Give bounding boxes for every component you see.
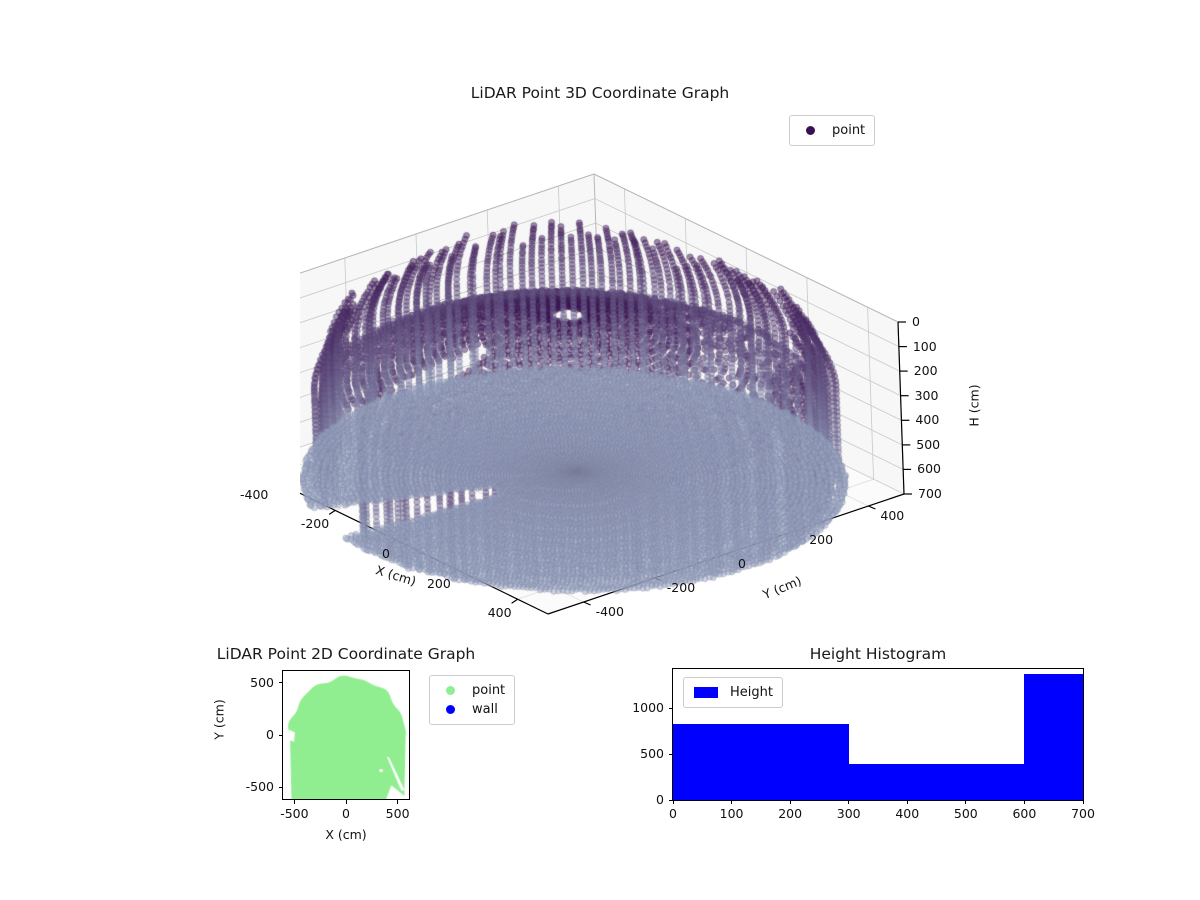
scatter3d-ztick: 100 — [912, 338, 937, 354]
histogram-xtickmark — [1023, 800, 1025, 804]
legend-item-point: point — [797, 121, 865, 140]
scatter2d-points — [283, 671, 409, 799]
scatter2d-xtick: 0 — [342, 806, 350, 821]
histogram-bar — [848, 763, 1025, 800]
scatter2d-axes — [282, 670, 410, 800]
scatter3d-ztick: 0 — [912, 314, 920, 329]
scatter3d-ytick: -200 — [666, 580, 696, 595]
legend-label: point — [832, 123, 866, 138]
bar-patch-icon — [691, 687, 721, 698]
scatter3d-ztick: 200 — [913, 363, 938, 379]
histogram-ytickmark — [668, 707, 672, 709]
legend-label: wall — [472, 702, 498, 717]
scatter2d-ylabel: Y (cm) — [211, 699, 227, 740]
histogram-ytickmark — [668, 753, 672, 755]
circle-marker-icon — [797, 126, 823, 135]
scatter3d-zlabel: H (cm) — [966, 384, 982, 427]
scatter2d-ytickmark — [278, 682, 282, 684]
circle-marker-icon — [437, 705, 463, 714]
scatter2d-ytickmark — [278, 734, 282, 736]
scatter2d-title: LiDAR Point 2D Coordinate Graph — [216, 645, 476, 663]
legend-item-wall: wall — [437, 700, 505, 719]
histogram-xtickmark — [672, 800, 674, 804]
histogram-xtick: 700 — [1071, 806, 1095, 821]
legend-label: point — [472, 683, 506, 698]
scatter2d-xtickmark — [293, 800, 295, 804]
scatter3d-ytick: -400 — [595, 604, 624, 619]
scatter2d-xtickmark — [345, 800, 347, 804]
scatter3d-xtick: -200 — [300, 516, 330, 532]
scatter2d-ytickmark — [278, 786, 282, 788]
histogram-legend[interactable]: Height — [683, 677, 783, 708]
scatter3d-xtick: 200 — [426, 575, 451, 591]
histogram-xtick: 400 — [895, 806, 920, 821]
scatter3d-ztick: 500 — [916, 436, 941, 452]
histogram-ytick: 500 — [640, 746, 664, 762]
scatter2d-xtick: 500 — [385, 806, 410, 821]
scatter3d-ztick: 600 — [917, 461, 941, 477]
scatter3d-ztick: 700 — [918, 486, 942, 501]
histogram-xtick: 600 — [1012, 806, 1037, 821]
scatter3d-xtick: 400 — [487, 605, 512, 621]
scatter3d-ytick: 0 — [738, 556, 746, 571]
legend-item-point: point — [437, 681, 505, 700]
scatter2d-xtick: -500 — [280, 806, 309, 821]
scatter3d-points — [300, 140, 920, 640]
histogram-xtick: 0 — [669, 806, 677, 821]
histogram-xtick: 200 — [778, 806, 803, 821]
legend-label: Height — [730, 685, 773, 700]
histogram-xtickmark — [1082, 800, 1084, 804]
scatter3d-legend[interactable]: point — [789, 115, 876, 146]
histogram-xtick: 500 — [953, 806, 978, 821]
histogram-ytick: 0 — [656, 792, 664, 807]
scatter3d-ztick: 400 — [915, 412, 940, 428]
histogram-xtickmark — [848, 800, 850, 804]
scatter3d-xtick: 0 — [382, 546, 390, 561]
histogram-xtickmark — [965, 800, 967, 804]
histogram-xtickmark — [731, 800, 733, 804]
scatter3d-axes — [300, 140, 920, 640]
scatter2d-ytick: 0 — [266, 727, 274, 742]
histogram-bar — [1024, 673, 1083, 800]
histogram-bar — [673, 724, 849, 800]
histogram-xtick: 100 — [719, 806, 744, 821]
histogram-xtickmark — [789, 800, 791, 804]
scatter2d-ytick: -500 — [245, 779, 274, 795]
scatter3d-title: LiDAR Point 3D Coordinate Graph — [470, 84, 730, 102]
scatter3d-xtick: -400 — [240, 486, 269, 502]
scatter3d-ytick: 200 — [809, 532, 834, 547]
histogram-xtick: 300 — [836, 806, 861, 821]
histogram-ytick: 1000 — [632, 700, 664, 716]
histogram-title: Height Histogram — [809, 645, 947, 663]
scatter2d-xtickmark — [397, 800, 399, 804]
scatter2d-ytick: 500 — [250, 674, 274, 690]
legend-item-height: Height — [691, 683, 773, 702]
scatter2d-xlabel: X (cm) — [325, 827, 367, 842]
circle-marker-icon — [437, 686, 463, 695]
histogram-ytickmark — [668, 799, 672, 801]
scatter3d-ytick: 400 — [880, 508, 905, 523]
scatter2d-legend[interactable]: point wall — [429, 675, 516, 725]
scatter3d-ztick: 300 — [914, 387, 939, 403]
histogram-xtickmark — [906, 800, 908, 804]
